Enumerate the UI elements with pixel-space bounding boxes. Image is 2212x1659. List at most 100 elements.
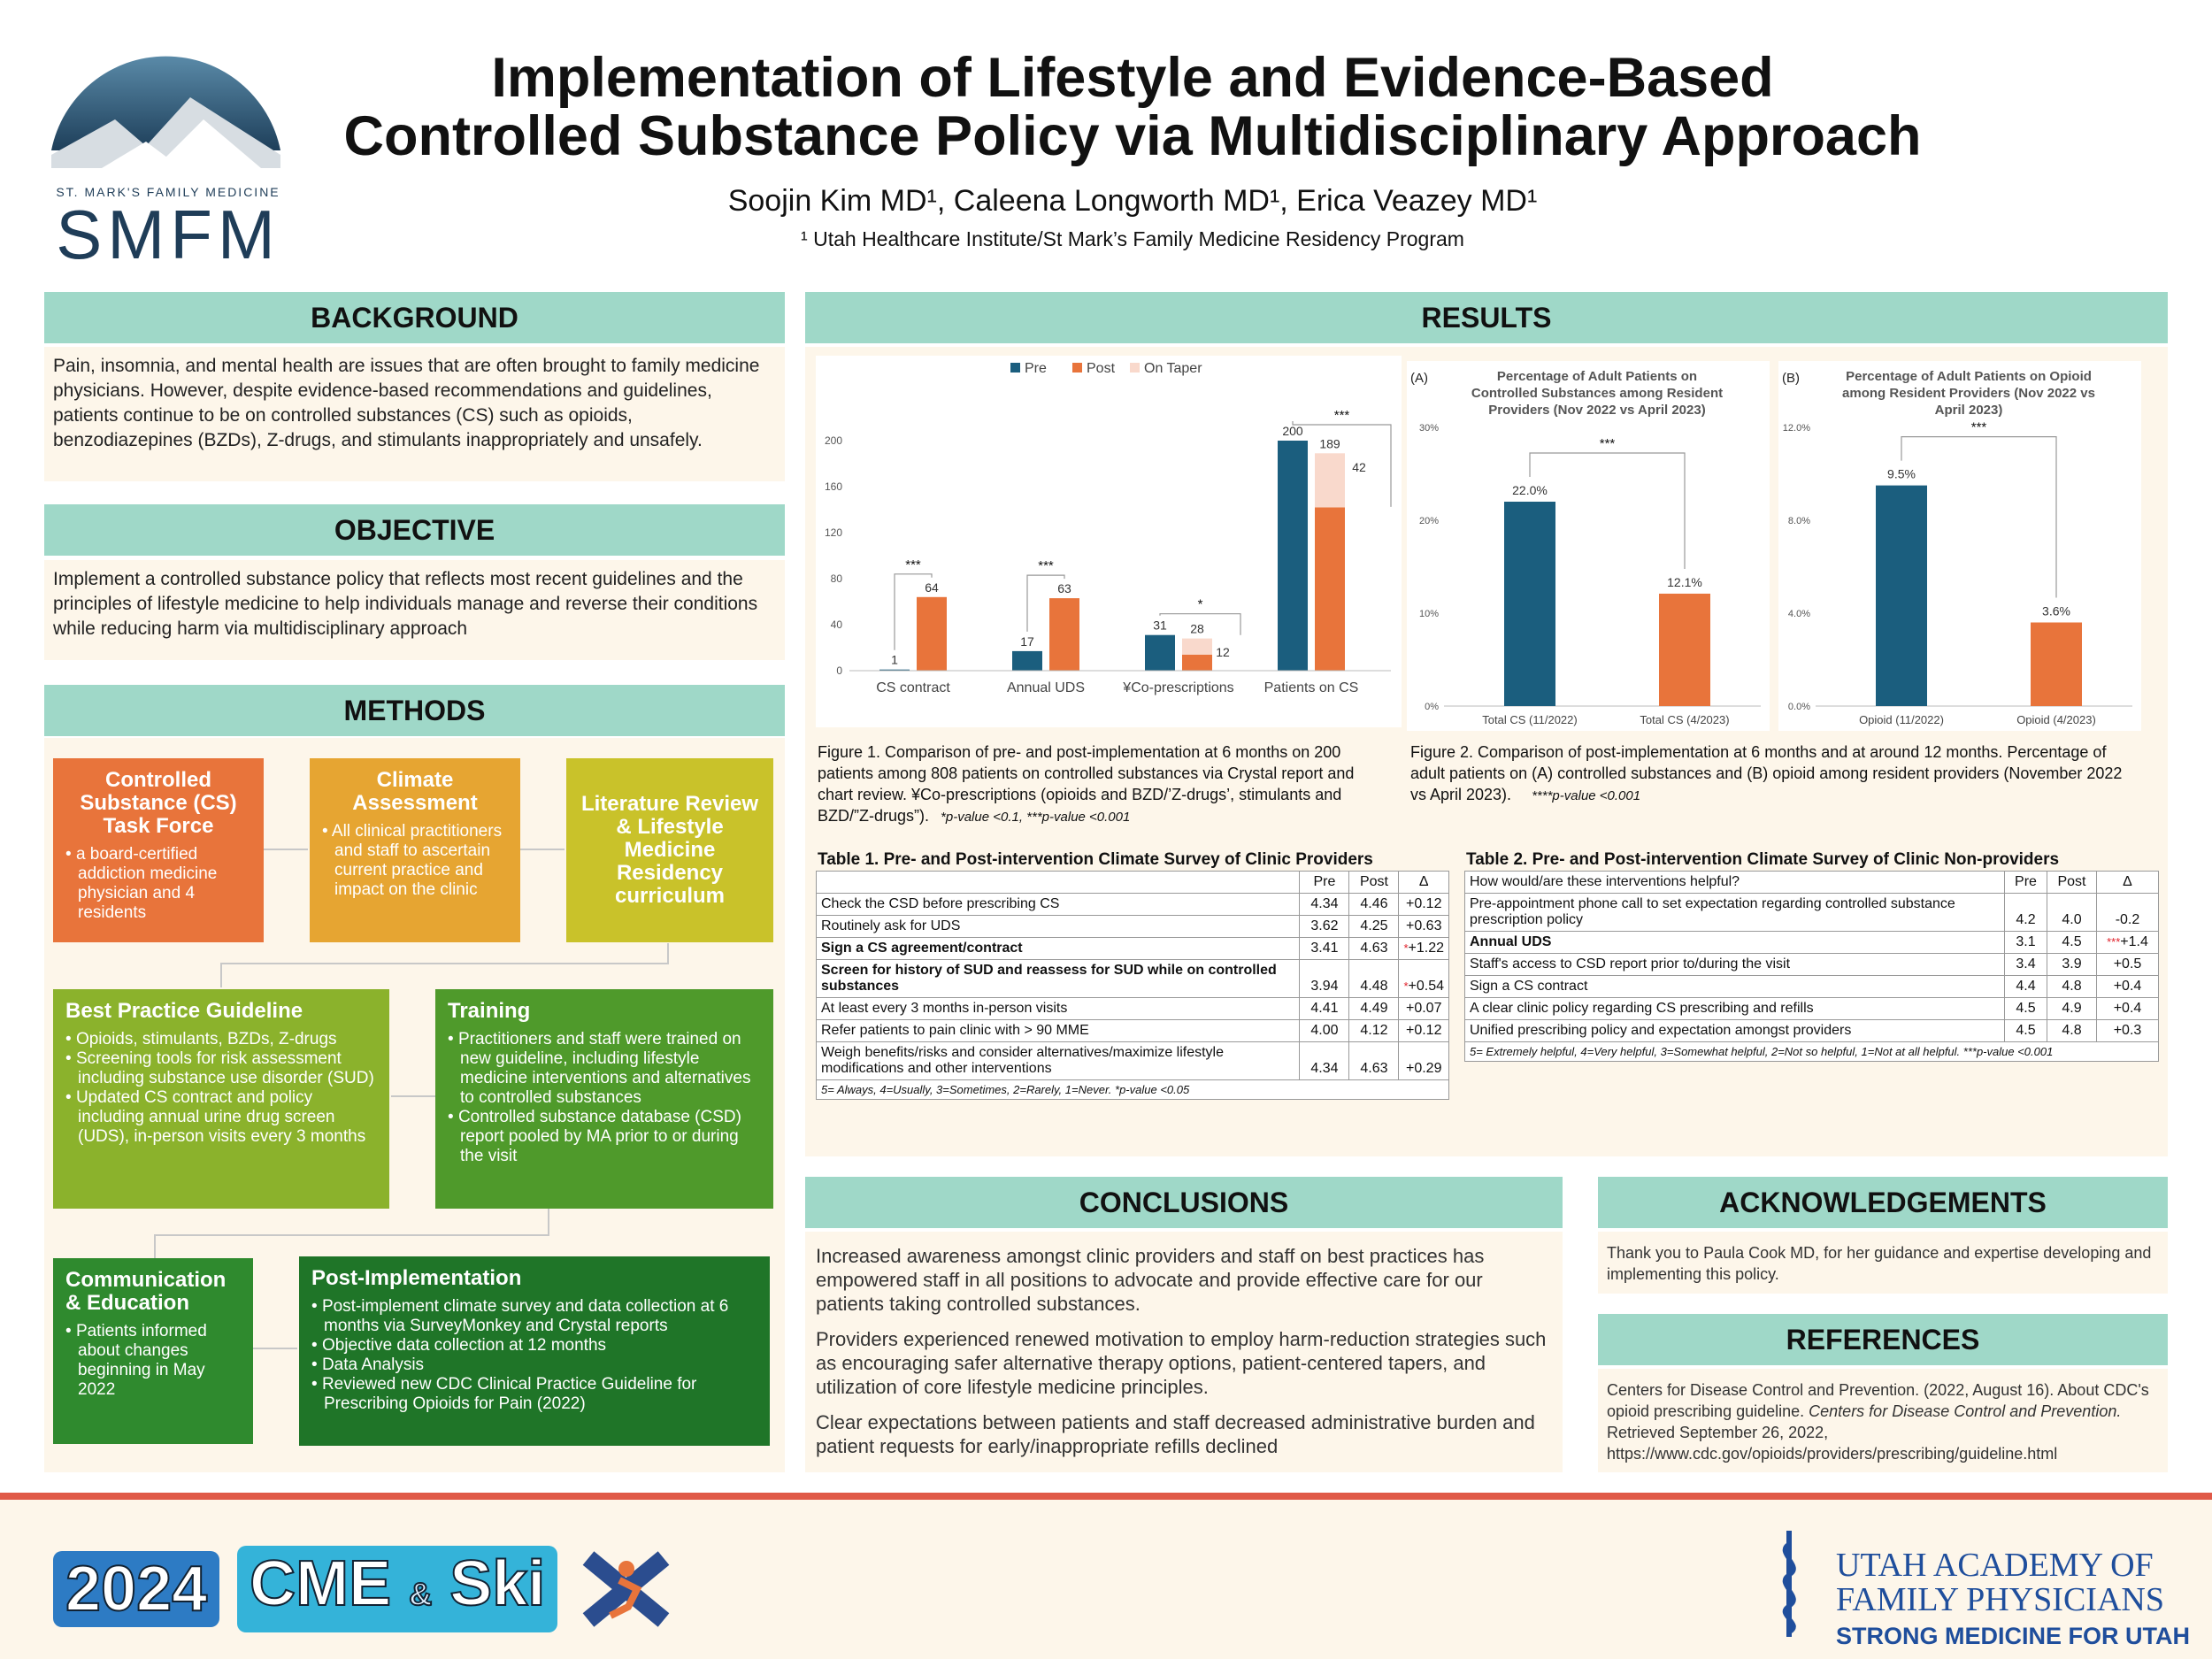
significance-label: *** [1971, 420, 1987, 435]
banner-amp: & [408, 1575, 433, 1613]
logo-abbr: SMFM [56, 196, 280, 273]
table-cell: Refer patients to pain clinic with > 90 … [815, 1019, 1301, 1042]
smfm-logo: ST. MARK'S FAMILY MEDICINE SMFM [49, 35, 288, 270]
table-cell: 4.9 [2047, 997, 2097, 1020]
table-cell: 4.41 [1299, 997, 1350, 1020]
table-row: Sign a CS contract 4.4 4.8 +0.4 [1464, 975, 2159, 998]
method-post-implementation: Post-Implementation Post-implement clima… [299, 1256, 770, 1446]
table-cell: 4.49 [1348, 997, 1400, 1020]
training-item: Practitioners and staff were trained on … [448, 1030, 761, 1108]
x-category-label: Total CS (4/2023) [1640, 713, 1729, 726]
delta-cell: +0.29 [1398, 1041, 1449, 1080]
delta-value: +0.29 [1405, 1061, 1442, 1076]
x-category-label: Patients on CS [1264, 680, 1359, 695]
uafp-org1: UTAH ACADEMY OF [1836, 1547, 2154, 1584]
table-cell: Staff's access to CSD report prior to/du… [1464, 953, 2005, 976]
table-cell: 4.4 [2004, 975, 2047, 998]
y-tick-label: 0% [1425, 702, 1439, 712]
methods-header: METHODS [44, 685, 785, 736]
t1-header [815, 871, 1301, 894]
figure2a-chart: (A) Percentage of Adult Patients on Contro… [1407, 361, 1770, 731]
table-row: At least every 3 months in-person visits… [815, 997, 1449, 1020]
table-cell: 3.94 [1299, 959, 1350, 998]
y-tick-label: 0.0% [1788, 702, 1810, 712]
table1-title: Table 1. Pre- and Post-intervention Clim… [818, 850, 1373, 869]
mountain-icon [51, 56, 280, 168]
x-category-label: Opioid (4/2023) [2016, 713, 2096, 726]
delta-value: +0.12 [1405, 896, 1442, 911]
y-tick-label: 10% [1419, 609, 1439, 619]
delta-cell: +0.12 [1398, 893, 1449, 916]
significance-bracket [1901, 436, 2057, 598]
table-row: A clear clinic policy regarding CS presc… [1464, 997, 2159, 1020]
figure2-caption-text: Figure 2. Comparison of post-implementat… [1410, 743, 2123, 803]
delta-value: +0.54 [1408, 979, 1444, 994]
delta-value: +0.4 [2113, 1001, 2142, 1016]
y-tick-label: 120 [825, 526, 842, 539]
reference-part-c: Retrieved September 26, 2022, https://ww… [1607, 1424, 2058, 1463]
objective-header: OBJECTIVE [44, 504, 785, 556]
table-row: Annual UDS 3.1 4.5 ***+1.4 [1464, 931, 2159, 954]
delta-value: +0.63 [1405, 918, 1442, 933]
delta-cell: +0.5 [2096, 953, 2159, 976]
delta-value: +1.4 [2120, 934, 2148, 949]
banner-cme: CME [249, 1548, 392, 1620]
banner-cme-ski: CME & Ski [237, 1546, 558, 1632]
chart-title: Percentage of Adult Patients on Controlle… [1471, 369, 1723, 418]
delta-cell: -0.2 [2096, 893, 2159, 932]
table-cell: 4.34 [1299, 893, 1350, 916]
banner-year: 2024 [53, 1551, 220, 1627]
table-row: Screen for history of SUD and reassess f… [815, 959, 1449, 998]
data-label: 63 [1057, 581, 1071, 595]
legend-label: Post [1087, 361, 1116, 376]
t2-header: Post [2047, 871, 2097, 894]
training-item: Controlled substance database (CSD) repo… [448, 1108, 761, 1166]
y-tick-label: 40 [831, 618, 843, 631]
table2-note: 5= Extremely helpful, 4=Very helpful, 3=… [1464, 1042, 2159, 1062]
table-cell: 4.5 [2047, 931, 2097, 954]
significance-bracket [894, 573, 933, 650]
x-category-label: Annual UDS [1007, 680, 1085, 695]
data-label: 17 [1020, 634, 1034, 649]
data-label: 1 [891, 653, 898, 667]
data-label: 3.6% [2042, 604, 2070, 618]
table-row: Check the CSD before prescribing CS 4.34 4… [815, 893, 1449, 916]
t1-header: Pre [1299, 871, 1350, 894]
t2-header: How would/are these interventions helpfu… [1464, 871, 2005, 894]
title-line2: Controlled Substance Policy via Multidis… [343, 105, 1922, 167]
significance-bracket [1292, 421, 1392, 507]
chart-title: Percentage of Adult Patients on Opioid am… [1842, 369, 2095, 418]
table-cell: Screen for history of SUD and reassess f… [815, 959, 1301, 998]
figure2-caption: Figure 2. Comparison of post-implementat… [1410, 741, 2136, 807]
table-cell: 4.63 [1348, 937, 1400, 960]
delta-cell: +0.3 [2096, 1019, 2159, 1042]
table-row: Unified prescribing policy and expectati… [1464, 1019, 2159, 1042]
post-impl-item: Objective data collection at 12 months [311, 1336, 757, 1356]
figure1-caption-text: Figure 1. Comparison of pre- and post-im… [818, 743, 1355, 825]
data-label: 28 [1190, 622, 1204, 636]
delta-cell: ***+1.4 [2096, 931, 2159, 954]
y-tick-label: 8.0% [1788, 516, 1810, 526]
logo-org: ST. MARK'S FAMILY MEDICINE [56, 185, 280, 199]
table2-container: How would/are these interventions helpfu… [1464, 871, 2159, 1062]
uafp-tagline: STRONG MEDICINE FOR UTAH [1836, 1623, 2190, 1649]
communication-item: Patients informed about changes beginnin… [65, 1322, 241, 1400]
uafp-org2: FAMILY PHYSICIANS [1836, 1581, 2164, 1618]
communication-title: Communication & Education [65, 1268, 227, 1315]
table-cell: 4.63 [1348, 1041, 1400, 1080]
significance-mark: * [1403, 941, 1409, 955]
significance-mark: * [1403, 979, 1409, 993]
legend-swatch [1130, 363, 1140, 373]
climate-title: Climate Assessment [352, 768, 478, 815]
background-text: Pain, insomnia, and mental health are is… [44, 347, 785, 481]
table-row: Pre-appointment phone call to set expect… [1464, 893, 2159, 932]
data-label: 12 [1216, 645, 1230, 659]
poster-title: Implementation of Lifestyle and Evidence… [292, 49, 1973, 165]
delta-cell: *+0.54 [1398, 959, 1449, 998]
table-cell: Sign a CS contract [1464, 975, 2005, 998]
method-literature: Literature Review & Lifestyle Medicine R… [566, 758, 773, 942]
data-label: 9.5% [1887, 467, 1916, 481]
x-category-label: ¥Co-prescriptions [1122, 680, 1233, 695]
delta-value: -0.2 [2115, 912, 2140, 927]
data-label: 22.0% [1512, 483, 1548, 497]
